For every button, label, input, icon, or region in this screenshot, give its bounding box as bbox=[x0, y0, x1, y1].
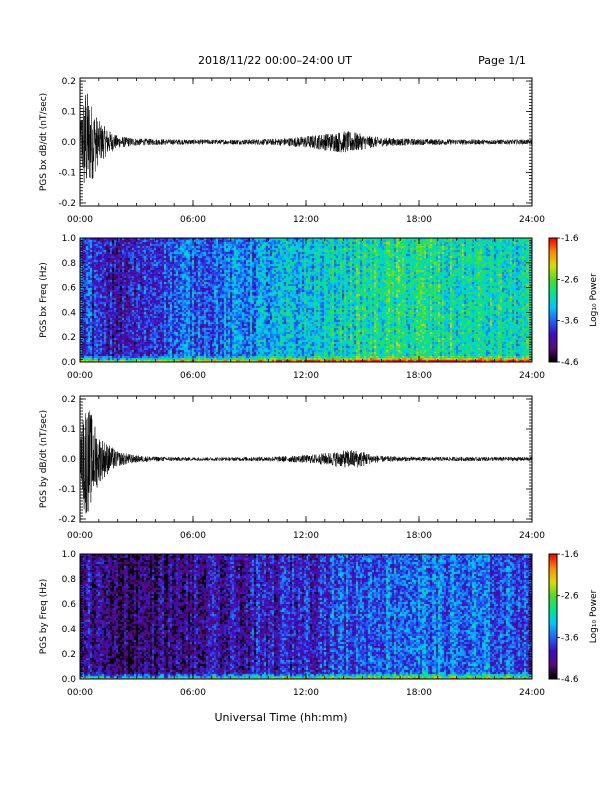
x-tick-label: 12:00 bbox=[293, 215, 319, 225]
spectrogram-heatmap bbox=[80, 238, 532, 362]
x-axis-title: Universal Time (hh:mm) bbox=[215, 711, 348, 724]
y-tick-label: 0.1 bbox=[62, 108, 76, 118]
colorbar-frame bbox=[548, 237, 558, 363]
y-tick-label: 0.0 bbox=[62, 675, 77, 685]
y-tick-label: 0.0 bbox=[62, 138, 77, 148]
y-tick-label: 0.6 bbox=[62, 284, 77, 294]
y-axis-title: PGS by dB/dt (nT/sec) bbox=[39, 410, 49, 508]
colorbar-tick-label: -4.6 bbox=[561, 358, 579, 368]
x-tick-label: 06:00 bbox=[180, 371, 206, 381]
x-tick-label: 24:00 bbox=[519, 688, 545, 698]
y-tick-label: 1.0 bbox=[62, 234, 77, 244]
y-axis-title: PGS by Freq (Hz) bbox=[39, 579, 49, 655]
x-tick-label: 24:00 bbox=[519, 215, 545, 225]
bx-spectrogram-panel: 00:00 06:00 12:00 18:00 24:00 1.0 0.8 0.6 0.4 0.2… bbox=[39, 234, 599, 381]
x-tick-label: 12:00 bbox=[293, 531, 319, 541]
colorbar bbox=[549, 554, 557, 679]
colorbar-frame bbox=[548, 553, 558, 680]
x-tick-label: 06:00 bbox=[180, 215, 206, 225]
by-waveform-panel: 00:00 06:00 12:00 18:00 24:00 0.2 0.1 0.0 -0.1 -0… bbox=[39, 395, 545, 541]
y-tick-label: 1.0 bbox=[62, 550, 77, 560]
y-tick-label: -0.2 bbox=[58, 515, 76, 525]
y-tick-label: 0.0 bbox=[62, 358, 77, 368]
x-tick-label: 00:00 bbox=[67, 531, 93, 541]
y-tick-label: 0.8 bbox=[62, 259, 77, 269]
x-tick-label: 18:00 bbox=[406, 531, 432, 541]
page-number: Page 1/1 bbox=[478, 54, 526, 67]
y-tick-label: -0.1 bbox=[58, 485, 76, 495]
x-tick-label: 00:00 bbox=[67, 688, 93, 698]
x-tick-label: 18:00 bbox=[406, 371, 432, 381]
x-tick-label: 06:00 bbox=[180, 688, 206, 698]
y-tick-label: 0.4 bbox=[62, 625, 77, 635]
y-tick-label: -0.2 bbox=[58, 199, 76, 209]
y-tick-label: 0.2 bbox=[62, 333, 76, 343]
by-spectrogram-panel: 00:00 06:00 12:00 18:00 24:00 1.0 0.8 0.6 0.4 0.2… bbox=[39, 550, 599, 698]
colorbar-tick-label: -1.6 bbox=[561, 234, 579, 244]
y-tick-label: 0.6 bbox=[62, 600, 77, 610]
x-tick-label: 18:00 bbox=[406, 215, 432, 225]
colorbar-title: Log₁₀ Power bbox=[589, 273, 599, 327]
x-tick-label: 18:00 bbox=[406, 688, 432, 698]
y-tick-label: -0.1 bbox=[58, 168, 76, 178]
x-tick-label: 12:00 bbox=[293, 688, 319, 698]
colorbar-tick-label: -1.6 bbox=[561, 550, 579, 560]
colorbar-tick-label: -2.6 bbox=[561, 275, 579, 285]
x-tick-label: 24:00 bbox=[519, 531, 545, 541]
x-tick-label: 24:00 bbox=[519, 371, 545, 381]
waveform-trace bbox=[80, 93, 532, 183]
x-tick-label: 00:00 bbox=[67, 215, 93, 225]
colorbar-tick-label: -3.6 bbox=[561, 633, 579, 643]
colorbar-tick-label: -4.6 bbox=[561, 675, 579, 685]
spectrogram-heatmap bbox=[80, 554, 532, 679]
x-tick-label: 00:00 bbox=[67, 371, 93, 381]
y-tick-label: 0.1 bbox=[62, 425, 76, 435]
y-axis-title: PGS bx Freq (Hz) bbox=[39, 262, 49, 338]
y-tick-label: 0.2 bbox=[62, 395, 76, 405]
y-tick-label: 0.0 bbox=[62, 455, 77, 465]
colorbar-title: Log₁₀ Power bbox=[589, 590, 599, 644]
bx-waveform-panel: 00:00 06:00 12:00 18:00 24:00 0.2 0.1 0.0 -0.1 -0… bbox=[39, 77, 545, 225]
colorbar-tick-label: -3.6 bbox=[561, 317, 579, 327]
waveform-trace bbox=[80, 410, 532, 514]
plot-title: 2018/11/22 00:00–24:00 UT bbox=[198, 54, 352, 67]
x-tick-label: 12:00 bbox=[293, 371, 319, 381]
colorbar-tick-label: -2.6 bbox=[561, 592, 579, 602]
y-tick-label: 0.2 bbox=[62, 650, 76, 660]
y-tick-label: 0.4 bbox=[62, 308, 77, 318]
y-tick-label: 0.8 bbox=[62, 575, 77, 585]
colorbar bbox=[549, 238, 557, 362]
x-tick-label: 06:00 bbox=[180, 531, 206, 541]
y-axis-title: PGS bx dB/dt (nT/sec) bbox=[39, 93, 49, 191]
y-tick-label: 0.2 bbox=[62, 77, 76, 87]
